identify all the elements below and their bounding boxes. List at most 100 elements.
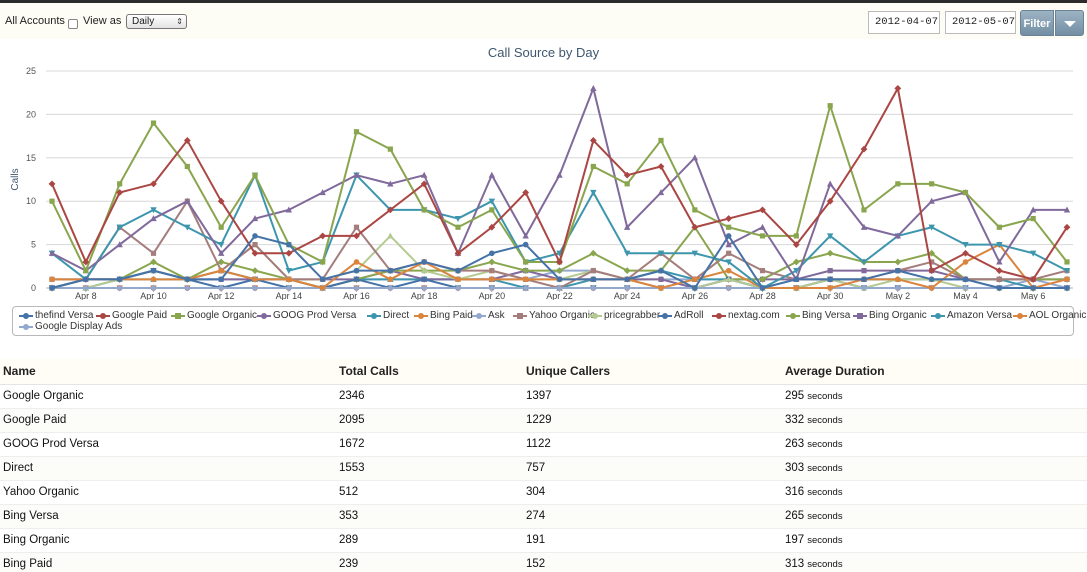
cell-name: Bing Paid (0, 552, 336, 572)
data-point (962, 189, 969, 196)
legend-item[interactable]: pricegrabber (588, 310, 660, 321)
table-row[interactable]: Google Paid 2095 1229 332 seconds (0, 408, 1087, 433)
data-point (184, 197, 191, 204)
data-point (285, 284, 293, 292)
data-point (184, 224, 191, 231)
x-tick-label: Apr 10 (140, 291, 167, 300)
data-point (962, 249, 969, 257)
date-to-input[interactable]: 2012-05-07 (945, 11, 1016, 34)
x-tick-label: May 4 (953, 291, 978, 300)
data-point (82, 258, 90, 266)
table-row[interactable]: Direct 1553 757 303 seconds (0, 456, 1087, 481)
data-point (150, 207, 157, 214)
legend-label: Amazon Versa (947, 310, 1013, 321)
legend-item[interactable]: Direct (367, 310, 409, 321)
data-point (556, 258, 563, 266)
cell-name: Bing Organic (0, 528, 336, 553)
data-point (1029, 206, 1037, 213)
legend-label: GOOG Prod Versa (273, 310, 357, 321)
data-point (252, 233, 258, 239)
data-point (590, 84, 597, 91)
data-point (522, 189, 530, 196)
legend-item[interactable]: Google Paid (96, 310, 167, 321)
legend-item[interactable]: Google Organic (171, 310, 257, 321)
data-point (623, 171, 631, 179)
col-header-average-duration[interactable]: Average Duration (782, 359, 1087, 385)
data-point (759, 233, 766, 239)
legend-item[interactable]: Ask (472, 310, 505, 321)
data-point (759, 275, 766, 283)
data-point (150, 250, 157, 256)
data-point (286, 276, 292, 283)
data-point (285, 206, 293, 213)
y-tick-label: 25 (26, 66, 36, 76)
table-row[interactable]: Bing Versa 353 274 265 seconds (0, 504, 1087, 529)
legend-item[interactable]: Bing Versa (786, 310, 850, 321)
table-row[interactable]: Bing Paid 239 152 313 seconds (0, 552, 1087, 572)
data-point (116, 241, 123, 248)
duration-unit: seconds (807, 487, 843, 498)
data-point (590, 276, 597, 283)
cell-name: Bing Versa (0, 504, 336, 529)
col-header-unique-callers[interactable]: Unique Callers (523, 359, 782, 385)
cell-average-duration: 263 seconds (782, 432, 1087, 457)
data-point (556, 276, 563, 283)
data-point (420, 180, 428, 188)
x-tick-label: Apr 26 (682, 291, 709, 300)
data-point (860, 145, 868, 153)
data-point (488, 198, 496, 205)
legend-item[interactable]: thefind Versa (19, 310, 93, 321)
filter-toolbar: All Accounts View as Daily ⇕ 2012-04-07 … (0, 3, 1087, 39)
data-point (522, 232, 529, 239)
legend-label: Google Display Ads (35, 321, 123, 332)
table-row[interactable]: Google Organic 2346 1397 295 seconds (0, 384, 1087, 409)
data-point (861, 207, 867, 213)
legend-item[interactable]: Yahoo Organic (513, 310, 595, 321)
data-point (522, 241, 529, 248)
data-point (962, 242, 969, 248)
data-point (49, 276, 55, 283)
data-point (353, 284, 360, 292)
cell-name: Yahoo Organic (0, 480, 336, 505)
cell-average-duration: 295 seconds (782, 384, 1087, 409)
table-row[interactable]: Yahoo Organic 512 304 316 seconds (0, 480, 1087, 505)
data-point (116, 276, 123, 283)
data-point (657, 250, 665, 257)
filter-dropdown-button[interactable] (1055, 10, 1084, 36)
data-point (1064, 276, 1070, 283)
legend-marker-icon (1013, 311, 1027, 320)
data-point (962, 276, 969, 283)
data-point (556, 284, 563, 292)
duration-value: 295 (785, 390, 805, 402)
legend-item[interactable]: Bing Paid (414, 310, 473, 321)
legend-item[interactable]: Bing Organic (853, 310, 927, 321)
legend-item[interactable]: nextag.com (712, 310, 780, 321)
col-header-name[interactable]: Name (0, 359, 336, 385)
legend-marker-icon (96, 311, 110, 320)
data-point (556, 267, 563, 275)
data-point (590, 189, 597, 196)
data-point (658, 267, 664, 274)
all-accounts-checkbox[interactable] (68, 19, 78, 29)
data-point (725, 215, 733, 222)
col-header-total-calls[interactable]: Total Calls (336, 359, 523, 385)
legend-item[interactable]: AdRoll (658, 310, 703, 321)
legend-item[interactable]: Google Display Ads (19, 321, 122, 332)
data-point (759, 223, 766, 230)
legend-item[interactable]: AOL Organic (1013, 310, 1086, 321)
table-row[interactable]: Bing Organic 289 191 197 seconds (0, 528, 1087, 553)
data-point (218, 267, 224, 274)
data-point (150, 276, 157, 283)
table-row[interactable]: GOOG Prod Versa 1672 1122 263 seconds (0, 432, 1087, 457)
legend-item[interactable]: Amazon Versa (931, 310, 1012, 321)
y-tick-label: 10 (26, 196, 36, 206)
data-point (285, 249, 293, 257)
data-point (420, 171, 428, 178)
date-from-input[interactable]: 2012-04-07 (868, 11, 940, 34)
legend-item[interactable]: GOOG Prod Versa (257, 310, 356, 321)
data-point (657, 189, 665, 196)
data-point (217, 242, 225, 248)
view-as-select[interactable]: Daily ⇕ (126, 14, 187, 29)
y-tick-label: 20 (26, 109, 36, 119)
filter-button[interactable]: Filter (1020, 10, 1054, 36)
